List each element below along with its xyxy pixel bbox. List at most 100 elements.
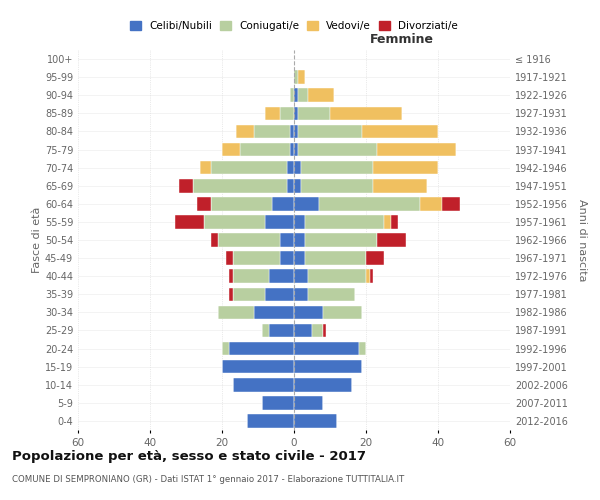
Bar (366, 270, 370, 283)
Bar (323, 324, 326, 338)
Bar (247, 414, 294, 428)
Bar (269, 324, 294, 338)
Bar (298, 142, 377, 156)
Bar (298, 70, 305, 84)
Bar (298, 124, 362, 138)
Bar (308, 270, 366, 283)
Bar (229, 288, 233, 301)
Bar (312, 324, 323, 338)
Bar (233, 252, 280, 265)
Bar (240, 142, 290, 156)
Bar (294, 414, 337, 428)
Bar (294, 378, 352, 392)
Bar (226, 252, 233, 265)
Bar (298, 88, 308, 102)
Bar (222, 360, 294, 374)
Bar (290, 142, 294, 156)
Bar (222, 142, 240, 156)
Bar (294, 179, 301, 192)
Bar (294, 124, 298, 138)
Y-axis label: Fasce di età: Fasce di età (32, 207, 42, 273)
Bar (272, 197, 294, 210)
Bar (323, 306, 362, 319)
Bar (262, 396, 294, 409)
Bar (294, 106, 298, 120)
Bar (294, 88, 298, 102)
Bar (294, 324, 312, 338)
Bar (229, 270, 233, 283)
Bar (308, 88, 334, 102)
Bar (294, 142, 298, 156)
Bar (280, 106, 294, 120)
Bar (370, 270, 373, 283)
Bar (330, 106, 402, 120)
Bar (384, 215, 391, 228)
Bar (200, 161, 211, 174)
Bar (294, 396, 323, 409)
Bar (265, 288, 294, 301)
Bar (362, 124, 438, 138)
Text: Popolazione per età, sesso e stato civile - 2017: Popolazione per età, sesso e stato civil… (12, 450, 366, 463)
Bar (233, 270, 269, 283)
Bar (236, 124, 254, 138)
Bar (305, 252, 366, 265)
Bar (294, 161, 301, 174)
Bar (280, 233, 294, 247)
Bar (265, 215, 294, 228)
Bar (179, 179, 193, 192)
Bar (294, 288, 308, 301)
Bar (301, 179, 373, 192)
Bar (391, 215, 398, 228)
Bar (233, 378, 294, 392)
Bar (294, 70, 298, 84)
Bar (265, 106, 280, 120)
Bar (229, 342, 294, 355)
Bar (193, 179, 287, 192)
Bar (359, 342, 366, 355)
Bar (218, 233, 280, 247)
Bar (280, 252, 294, 265)
Bar (254, 306, 294, 319)
Bar (294, 306, 323, 319)
Bar (269, 270, 294, 283)
Bar (373, 161, 438, 174)
Bar (305, 215, 384, 228)
Bar (204, 215, 265, 228)
Bar (287, 179, 294, 192)
Bar (294, 215, 305, 228)
Bar (305, 233, 377, 247)
Bar (197, 197, 211, 210)
Bar (442, 197, 460, 210)
Bar (377, 142, 456, 156)
Bar (377, 233, 406, 247)
Bar (211, 233, 218, 247)
Bar (373, 179, 427, 192)
Bar (262, 324, 269, 338)
Bar (294, 233, 305, 247)
Bar (218, 306, 254, 319)
Legend: Celibi/Nubili, Coniugati/e, Vedovi/e, Divorziati/e: Celibi/Nubili, Coniugati/e, Vedovi/e, Di… (126, 17, 462, 36)
Bar (211, 197, 272, 210)
Bar (222, 342, 229, 355)
Bar (211, 161, 287, 174)
Bar (294, 360, 362, 374)
Bar (287, 161, 294, 174)
Text: Femmine: Femmine (370, 33, 434, 46)
Bar (290, 88, 294, 102)
Bar (420, 197, 442, 210)
Bar (294, 252, 305, 265)
Bar (308, 288, 355, 301)
Y-axis label: Anni di nascita: Anni di nascita (577, 198, 587, 281)
Bar (298, 106, 330, 120)
Bar (294, 270, 308, 283)
Bar (301, 161, 373, 174)
Bar (294, 342, 359, 355)
Bar (319, 197, 420, 210)
Bar (233, 288, 265, 301)
Bar (294, 197, 319, 210)
Bar (254, 124, 290, 138)
Text: COMUNE DI SEMPRONIANO (GR) - Dati ISTAT 1° gennaio 2017 - Elaborazione TUTTITALI: COMUNE DI SEMPRONIANO (GR) - Dati ISTAT … (12, 475, 404, 484)
Bar (175, 215, 204, 228)
Bar (290, 124, 294, 138)
Bar (366, 252, 384, 265)
